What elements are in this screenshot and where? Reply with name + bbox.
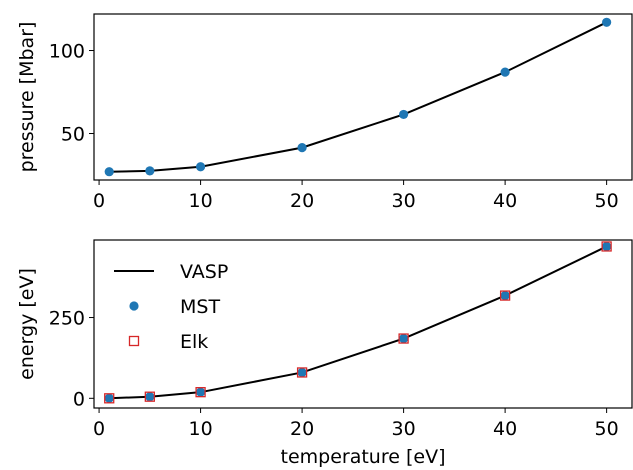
x-tick-label: 50 xyxy=(595,190,619,212)
x-axis-label: temperature [eV] xyxy=(281,446,446,468)
x-tick-label: 20 xyxy=(290,190,314,212)
data-point-square xyxy=(195,387,206,398)
data-point-square xyxy=(601,241,612,252)
y-tick-label: 50 xyxy=(61,124,85,146)
y-tick-label: 250 xyxy=(49,308,85,330)
data-point-square xyxy=(398,333,409,344)
legend-square-swatch xyxy=(128,335,140,347)
data-point xyxy=(399,109,409,120)
pressure-panel: 0 10 20 30 40 50 50 100 pressure [Mbar] xyxy=(16,13,633,212)
y-axis-label: energy [eV] xyxy=(16,268,38,380)
data-point xyxy=(145,392,155,402)
series-line xyxy=(109,21,608,173)
data-point xyxy=(399,333,409,344)
plot-frame xyxy=(93,13,633,181)
data-point-square xyxy=(499,290,511,301)
x-tick-label: 40 xyxy=(493,418,517,440)
data-point xyxy=(602,241,612,252)
data-point xyxy=(195,162,206,172)
data-point-square xyxy=(296,367,308,378)
x-tick-label: 30 xyxy=(392,418,416,440)
data-point xyxy=(500,67,510,77)
energy-panel: 0 10 20 30 40 50 0 250 energy [eV] temperature [e… xyxy=(16,239,633,468)
data-point xyxy=(297,367,307,378)
data-point xyxy=(145,166,155,176)
x-tick-label: 30 xyxy=(392,190,416,212)
data-point-square xyxy=(104,393,115,404)
data-point-square xyxy=(144,391,155,402)
x-tick-label: 40 xyxy=(493,190,517,212)
y-tick-label: 0 xyxy=(73,388,85,410)
x-tick-label: 20 xyxy=(290,418,314,440)
x-tick-label: 0 xyxy=(93,190,105,212)
x-tick-label: 0 xyxy=(93,418,105,440)
legend-label: MST xyxy=(180,296,220,318)
data-point xyxy=(104,167,114,177)
y-axis-label: pressure [Mbar] xyxy=(16,22,38,173)
legend: VASP MST Elk xyxy=(114,261,228,353)
legend-label: Elk xyxy=(180,331,208,353)
plot-frame xyxy=(93,239,633,409)
data-point xyxy=(104,393,114,403)
x-tick-label: 10 xyxy=(188,418,212,440)
data-point xyxy=(297,143,307,153)
data-point xyxy=(500,290,510,301)
data-point xyxy=(602,17,612,27)
data-point xyxy=(195,387,206,397)
legend-circle-swatch xyxy=(129,301,139,311)
legend-label: VASP xyxy=(180,261,228,283)
x-tick-label: 10 xyxy=(188,190,212,212)
y-tick-label: 100 xyxy=(49,41,85,63)
x-tick-label: 50 xyxy=(595,418,619,440)
